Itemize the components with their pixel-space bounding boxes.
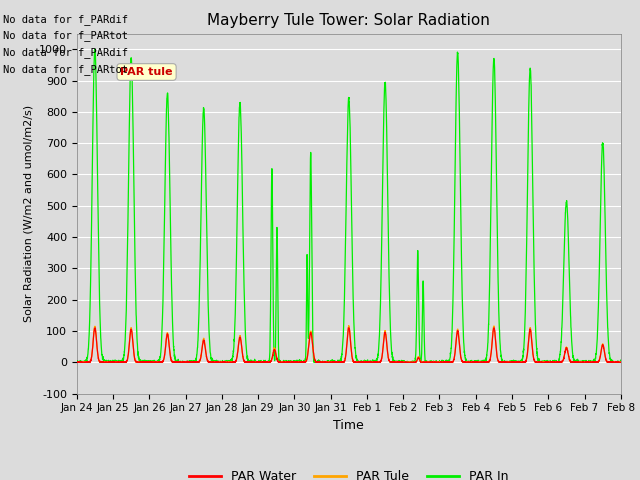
Text: No data for f_PARdif: No data for f_PARdif [3,13,128,24]
Text: No data for f_PARtot: No data for f_PARtot [3,64,128,75]
Y-axis label: Solar Radiation (W/m2 and umol/m2/s): Solar Radiation (W/m2 and umol/m2/s) [24,105,33,322]
Legend: PAR Water, PAR Tule, PAR In: PAR Water, PAR Tule, PAR In [184,465,513,480]
Text: No data for f_PARdif: No data for f_PARdif [3,47,128,58]
Text: No data for f_PARtot: No data for f_PARtot [3,30,128,41]
Text: PAR tule: PAR tule [120,67,173,77]
X-axis label: Time: Time [333,419,364,432]
Title: Mayberry Tule Tower: Solar Radiation: Mayberry Tule Tower: Solar Radiation [207,13,490,28]
